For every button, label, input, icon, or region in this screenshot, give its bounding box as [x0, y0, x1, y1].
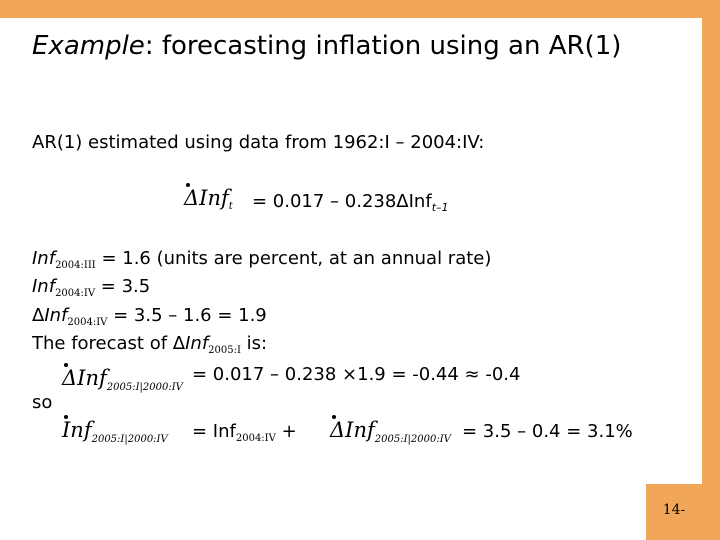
- line4-var: Inf: [185, 333, 209, 354]
- equation-lhs-var: ΔInf: [184, 186, 229, 210]
- level-lhs-sub: 2005:I|2000:IV: [91, 434, 168, 445]
- slide-title: Example: forecasting inflation using an …: [32, 28, 692, 64]
- line-forecast-intro: The forecast of ΔInf2005:I is:: [32, 333, 267, 362]
- line2-var: Inf: [32, 276, 56, 297]
- line-inf-2004-iii: Inf2004:III = 1.6 (units are percent, at…: [32, 248, 491, 277]
- intro-text: AR(1) estimated using data from 1962:I –…: [32, 132, 485, 153]
- line3-sub: 2004:IV: [67, 317, 108, 328]
- equation-lhs-sub: t: [228, 201, 233, 212]
- line1-var: Inf: [32, 248, 56, 269]
- level-mid-pre: = Inf: [192, 421, 236, 442]
- level-mid-plus: +: [275, 421, 297, 442]
- line4-pre: The forecast of Δ: [32, 333, 186, 354]
- forecast-lhs: ΔInf2005:I|2000:IV: [62, 366, 183, 393]
- level-delta-sub: 2005:I|2000:IV: [374, 434, 451, 445]
- line-inf-2004-iv: Inf2004:IV = 3.5: [32, 276, 150, 305]
- forecast-lhs-var: ΔInf: [62, 366, 107, 390]
- equation-rhs-text: = 0.017 – 0.238ΔInf: [252, 191, 432, 212]
- forecast-rhs: = 0.017 – 0.238 ×1.9 = -0.44 ≈ -0.4: [192, 364, 521, 385]
- line1-text: = 1.6 (units are percent, at an annual r…: [95, 248, 492, 269]
- title-rest: : forecasting inflation using an AR(1): [144, 31, 622, 61]
- forecast-lhs-sub: 2005:I|2000:IV: [106, 382, 183, 393]
- line1-sub: 2004:III: [55, 260, 96, 271]
- equation-rhs: = 0.017 – 0.238ΔInft–1: [252, 191, 449, 214]
- level-mid-sub: 2004:IV: [235, 433, 276, 444]
- title-italic: Example: [32, 31, 145, 61]
- right-accent-bar: [702, 0, 720, 540]
- line4-sub: 2005:I: [208, 345, 241, 356]
- level-mid: = Inf2004:IV +: [192, 421, 297, 444]
- level-delta: ΔInf2005:I|2000:IV: [330, 418, 451, 445]
- level-lhs: Inf2005:I|2000:IV: [62, 418, 168, 445]
- level-rhs: = 3.5 – 0.4 = 3.1%: [462, 421, 633, 442]
- equation-lhs: ΔInft: [184, 186, 233, 212]
- line3-var: Inf: [44, 305, 68, 326]
- line2-text: = 3.5: [95, 276, 151, 297]
- equation-rhs-sub: t–1: [431, 201, 449, 214]
- line2-sub: 2004:IV: [55, 288, 96, 299]
- line3-text: = 3.5 – 1.6 = 1.9: [107, 305, 267, 326]
- page-number-box: 14-: [646, 484, 702, 540]
- top-accent-bar: [0, 0, 720, 18]
- line-delta-inf: ΔInf2004:IV = 3.5 – 1.6 = 1.9: [32, 305, 267, 334]
- level-delta-var: ΔInf: [330, 418, 375, 442]
- so-label: so: [32, 392, 53, 413]
- level-lhs-var: Inf: [62, 418, 92, 442]
- line3-delta: Δ: [32, 305, 45, 326]
- page-number: 14-: [662, 502, 686, 518]
- line4-post: is:: [240, 333, 268, 354]
